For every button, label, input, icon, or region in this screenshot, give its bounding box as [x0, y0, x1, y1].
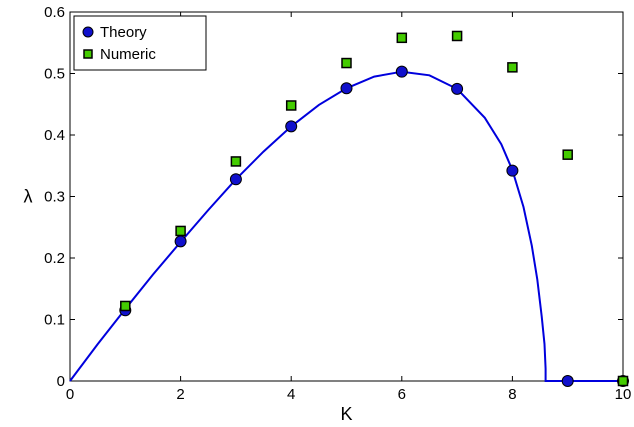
numeric-point	[285, 100, 297, 111]
x-tick-label: 4	[287, 386, 295, 403]
theory-point	[340, 82, 353, 95]
y-tick-label: 0.2	[44, 250, 65, 267]
x-tick-label: 0	[66, 386, 74, 403]
y-axis-label: λ	[24, 187, 33, 207]
y-tick-label: 0.3	[44, 189, 65, 206]
theory-point	[451, 82, 464, 95]
theory-point	[395, 65, 408, 78]
numeric-point	[120, 300, 131, 312]
legend-numeric-label: Numeric	[100, 46, 156, 63]
theory-curve	[69, 70, 623, 382]
x-axis-label: K	[340, 404, 352, 424]
numeric-point	[396, 32, 408, 44]
y-tick-label: 0.6	[44, 4, 65, 21]
theory-point	[229, 173, 242, 186]
y-tick-label: 0	[57, 373, 65, 390]
x-tick-label: 10	[615, 386, 632, 403]
legend-numeric-marker	[83, 49, 93, 59]
theory-point	[561, 375, 574, 387]
y-tick-label: 0.5	[44, 66, 65, 83]
numeric-point	[341, 57, 352, 69]
numeric-point	[507, 62, 518, 73]
legend: Theory Numeric	[73, 15, 207, 71]
plot-area: 0 2 4 6 8 10 0 0.1 0.2 0.3 0.4 0.5 0.6	[44, 4, 631, 403]
numeric-point	[175, 225, 186, 237]
legend-theory-marker	[82, 26, 94, 38]
theory-point	[285, 120, 298, 133]
x-tick-label: 8	[508, 386, 516, 403]
numeric-point	[230, 156, 242, 167]
legend-box	[73, 15, 207, 71]
numeric-point	[451, 30, 463, 42]
x-tick-label: 6	[398, 386, 406, 403]
theory-point	[506, 164, 519, 177]
legend-theory-label: Theory	[100, 24, 147, 41]
numeric-point	[562, 149, 573, 160]
theory-point	[174, 235, 187, 248]
y-tick-label: 0.1	[44, 312, 65, 329]
x-tick-label: 2	[176, 386, 184, 403]
y-tick-label: 0.4	[44, 127, 65, 144]
numeric-point	[617, 375, 629, 387]
